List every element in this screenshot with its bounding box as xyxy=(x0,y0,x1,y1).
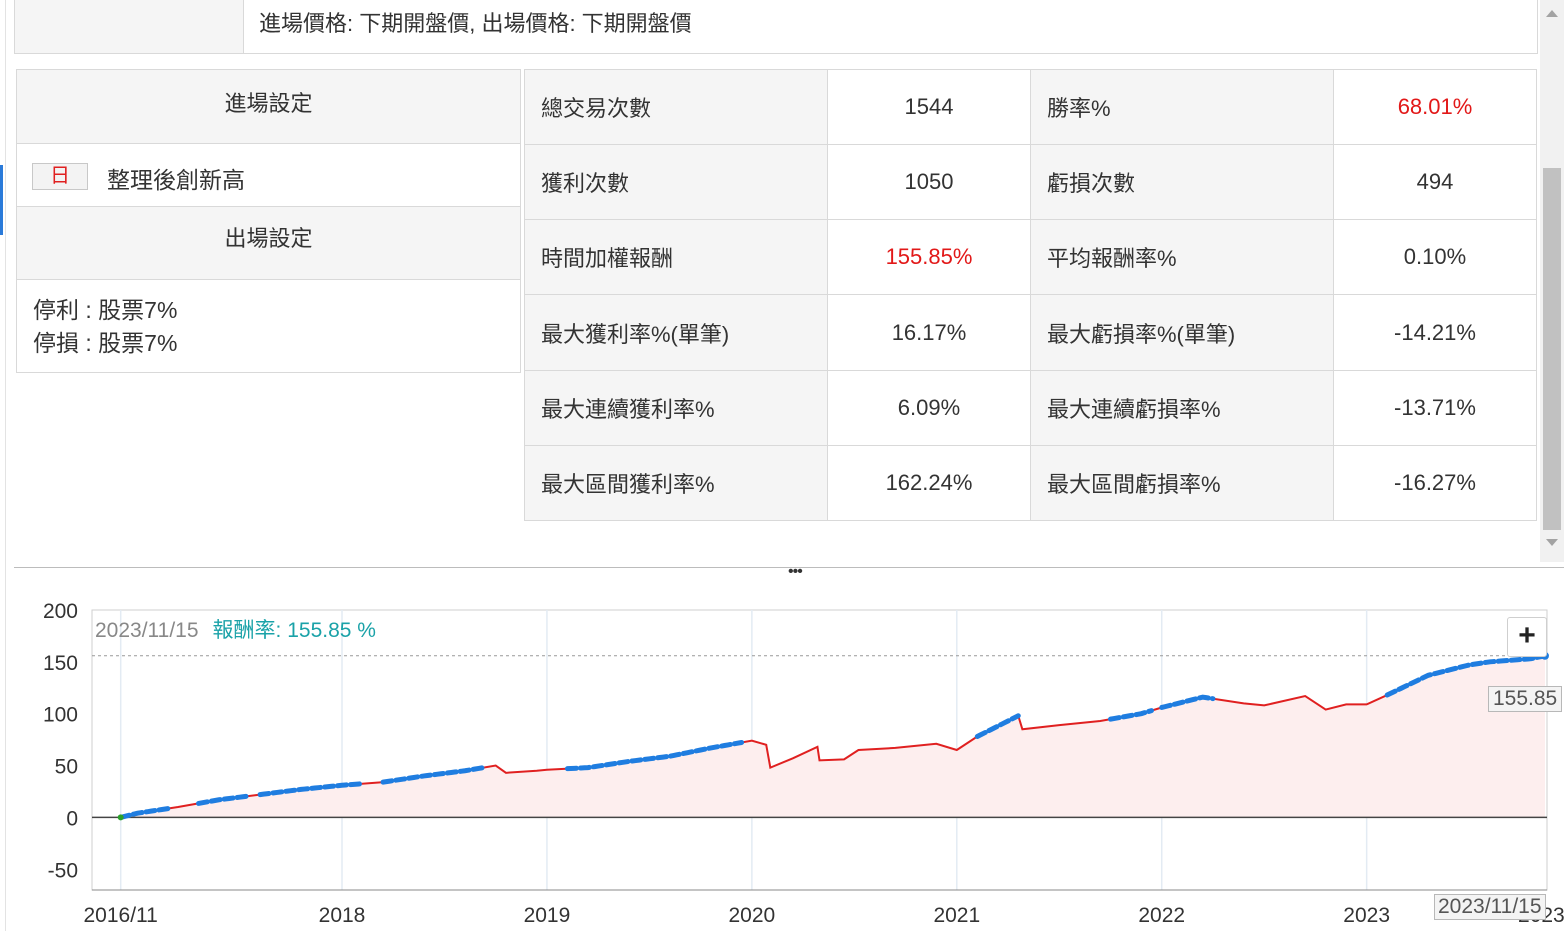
holding-period-marker xyxy=(564,739,745,772)
holding-period-marker xyxy=(1159,694,1216,710)
scroll-down-arrow-icon[interactable] xyxy=(1546,539,1558,546)
left-focus-indicator xyxy=(0,165,3,235)
crosshair-date-tag: 2023/11/15 xyxy=(1434,894,1546,920)
y-tick-label: 0 xyxy=(66,807,78,830)
splitter-line xyxy=(14,567,1564,568)
return-area-fill xyxy=(120,655,1545,818)
stat-label: 最大虧損率%(單筆) xyxy=(1030,294,1334,371)
stats-row: 時間加權報酬 155.85% 平均報酬率% 0.10% xyxy=(524,219,1537,296)
stat-label: 最大區間獲利率% xyxy=(524,444,828,522)
start-point xyxy=(117,814,124,821)
stat-value: 68.01% xyxy=(1333,68,1537,146)
y-tick-label: -50 xyxy=(48,859,78,882)
entry-condition-row: 日 整理後創新高 xyxy=(17,144,520,206)
stat-label: 時間加權報酬 xyxy=(524,219,828,296)
stat-value: 1544 xyxy=(827,68,1031,146)
holding-period-marker xyxy=(380,764,488,785)
exit-rules: 停利 : 股票7% 停損 : 股票7% xyxy=(33,294,177,360)
backtest-stats-table: 總交易次數 1544 勝率% 68.01% 獲利次數 1050 虧損次數 494 時間加權報酬 1… xyxy=(524,68,1537,522)
holding-period-marker xyxy=(974,713,1021,740)
stats-row: 最大獲利率%(單筆) 16.17% 最大虧損率%(單筆) -14.21% xyxy=(524,294,1537,371)
readout-date: 2023/11/15 xyxy=(95,619,199,642)
stat-label: 最大區間虧損率% xyxy=(1030,444,1334,522)
return-chart[interactable]: 200 150 100 50 0 -50 2016/11 2018 2019 2020 2021 20… xyxy=(0,580,1564,931)
x-tick-label: 2020 xyxy=(729,904,776,927)
holding-period-marker xyxy=(1384,653,1548,698)
stat-label: 最大獲利率%(單筆) xyxy=(524,294,828,371)
day-period-badge: 日 xyxy=(32,163,88,190)
stat-label: 勝率% xyxy=(1030,68,1334,146)
stat-value: -14.21% xyxy=(1333,294,1537,371)
x-tick-label: 2023 xyxy=(1343,904,1390,927)
holding-period-marker xyxy=(196,793,253,806)
readout-return-value: 155.85 % xyxy=(287,619,376,642)
y-tick-label: 200 xyxy=(43,600,78,623)
take-profit-rule: 停利 : 股票7% xyxy=(33,297,178,323)
return-chart-svg[interactable]: 200 150 100 50 0 -50 2016/11 2018 2019 2020 2021 20… xyxy=(0,580,1564,931)
readout-return-label: 報酬率: xyxy=(212,619,282,642)
x-tick-label: 2018 xyxy=(319,904,366,927)
stat-value: 155.85% xyxy=(827,219,1031,296)
stat-value: -13.71% xyxy=(1333,369,1537,446)
stats-row: 最大區間獲利率% 162.24% 最大區間虧損率% -16.27% xyxy=(524,444,1537,522)
holding-period-marker xyxy=(118,806,171,820)
chart-readout: 2023/11/15 報酬率: 155.85 % xyxy=(95,614,376,644)
x-tick-label: 2016/11 xyxy=(84,904,158,927)
stat-label: 獲利次數 xyxy=(524,144,828,221)
row-label-cell xyxy=(15,0,244,53)
x-tick-label: 2021 xyxy=(933,904,980,927)
stats-row: 總交易次數 1544 勝率% 68.01% xyxy=(524,68,1537,146)
vertical-scrollbar[interactable] xyxy=(1540,0,1564,562)
price-setting-text: 進場價格: 下期開盤價, 出場價格: 下期開盤價 xyxy=(259,11,692,36)
splitter-grip-icon[interactable]: ••• xyxy=(788,563,803,580)
scrollbar-thumb[interactable] xyxy=(1543,168,1561,530)
stop-loss-rule: 停損 : 股票7% xyxy=(33,330,178,356)
stat-value: 1050 xyxy=(827,144,1031,221)
entry-condition: 整理後創新高 xyxy=(107,167,245,193)
stat-value: 6.09% xyxy=(827,369,1031,446)
entry-settings-header: 進場設定 xyxy=(17,70,520,144)
y-tick-label: 50 xyxy=(55,756,78,779)
last-value-tag: 155.85 xyxy=(1488,686,1563,712)
y-tick-label: 150 xyxy=(43,652,78,675)
holding-period-marker xyxy=(1108,708,1154,722)
stat-label: 總交易次數 xyxy=(524,68,828,146)
entry-price-row: 進場價格: 下期開盤價, 出場價格: 下期開盤價 xyxy=(14,0,1538,54)
stat-value: 16.17% xyxy=(827,294,1031,371)
stat-label: 最大連續虧損率% xyxy=(1030,369,1334,446)
x-tick-label: 2022 xyxy=(1138,904,1185,927)
stat-value: 0.10% xyxy=(1333,219,1537,296)
stats-row: 最大連續獲利率% 6.09% 最大連續虧損率% -13.71% xyxy=(524,369,1537,446)
stat-label: 平均報酬率% xyxy=(1030,219,1334,296)
scroll-up-arrow-icon[interactable] xyxy=(1546,10,1558,17)
y-tick-label: 100 xyxy=(43,704,78,727)
stat-value: -16.27% xyxy=(1333,444,1537,522)
settings-panel: 進場設定 日 整理後創新高 出場設定 停利 : 股票7% 停損 : 股票7% xyxy=(16,69,521,373)
stat-value: 494 xyxy=(1333,144,1537,221)
stat-value: 162.24% xyxy=(827,444,1031,522)
stats-row: 獲利次數 1050 虧損次數 494 xyxy=(524,144,1537,221)
zoom-in-button[interactable]: + xyxy=(1507,617,1547,657)
panel-splitter[interactable]: ••• xyxy=(14,563,1564,580)
holding-period-marker xyxy=(257,781,366,798)
x-tick-label: 2019 xyxy=(524,904,571,927)
stat-label: 最大連續獲利率% xyxy=(524,369,828,446)
readout-return: 報酬率: 155.85 % xyxy=(213,619,376,642)
exit-settings-header: 出場設定 xyxy=(17,206,520,280)
left-edge xyxy=(0,0,6,931)
stat-label: 虧損次數 xyxy=(1030,144,1334,221)
